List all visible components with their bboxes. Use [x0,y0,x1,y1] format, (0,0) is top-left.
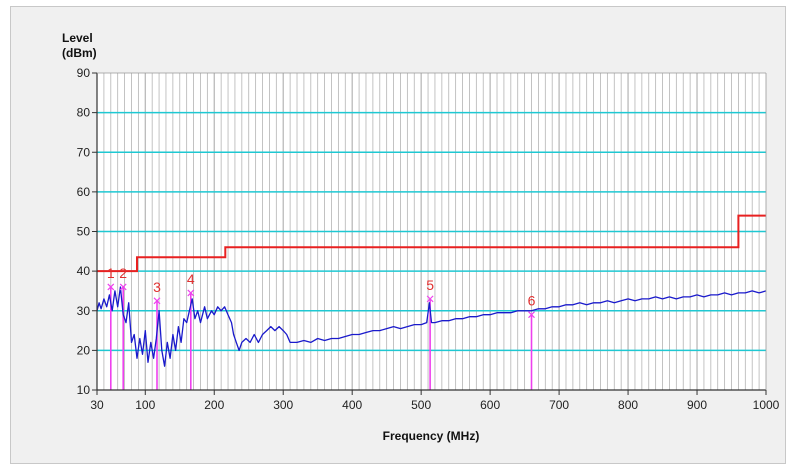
y-tick-label: 40 [77,264,91,278]
y-tick-label: 20 [77,343,91,357]
marker-label-4: 4 [187,271,195,287]
x-tick-label: 800 [618,398,638,412]
y-tick-label: 80 [77,106,91,120]
x-tick-label: 100 [135,398,155,412]
y-tick-label: 90 [77,66,91,80]
x-tick-label: 900 [687,398,707,412]
axes: 10 20 30 40 50 60 70 80 90 30 100 200 300 400 500 600 70… [77,66,780,412]
x-tick-label: 1000 [753,398,780,412]
marker-cross-1 [107,283,115,291]
y-tick-label: 60 [77,185,91,199]
marker-cross-5 [426,295,434,303]
marker-cross-2 [119,283,127,291]
spectrum-trace [96,286,767,367]
marker-label-2: 2 [119,265,127,281]
marker-cross-4 [187,289,195,297]
x-axis-title: Frequency (MHz) [383,429,480,443]
marker-label-6: 6 [528,293,536,309]
y-tick-label: 10 [77,383,91,397]
marker-label-5: 5 [426,277,434,293]
x-tick-label: 500 [411,398,431,412]
x-tick-label: 30 [90,398,104,412]
marker-cross-6 [528,311,535,319]
marker-labels: 1 2 3 4 5 6 [107,265,536,319]
x-tick-label: 600 [480,398,500,412]
marker-label-1: 1 [107,265,115,281]
y-axis-title-line2: (dBm) [62,46,97,60]
trace-line [96,286,767,367]
y-tick-label: 50 [77,225,91,239]
limit-line-path [97,214,766,273]
marker-cross-3 [153,297,161,305]
marker-label-3: 3 [153,279,161,295]
grid-lines [97,73,766,390]
x-tick-label: 300 [273,398,293,412]
limit-line [97,214,766,273]
x-tick-label: 200 [204,398,224,412]
x-tick-label: 700 [549,398,569,412]
y-tick-label: 70 [77,145,91,159]
x-tick-label: 400 [342,398,362,412]
y-tick-label: 30 [77,304,91,318]
y-axis-title-line1: Level [62,31,93,45]
